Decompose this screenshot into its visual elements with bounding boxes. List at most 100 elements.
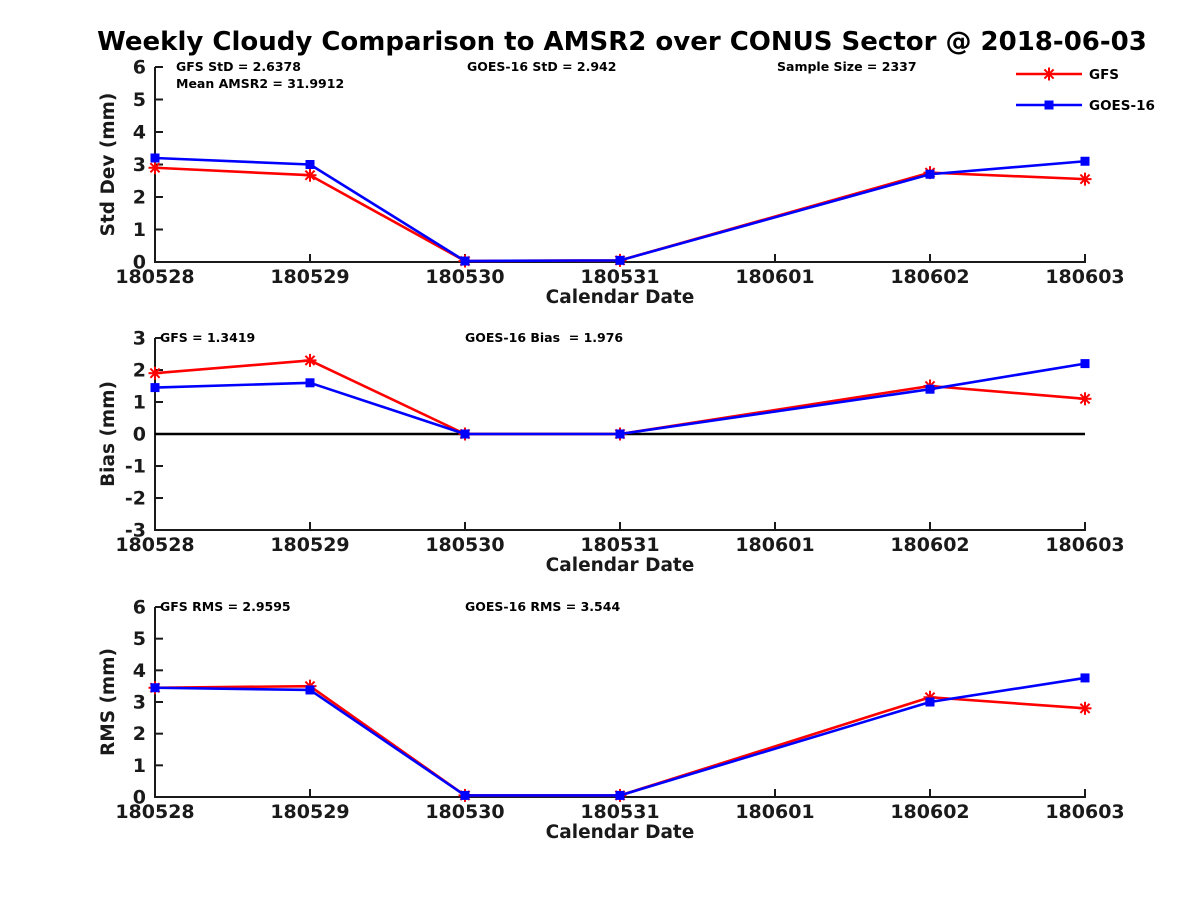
y-tick-label: 2 xyxy=(133,187,146,209)
marker-goes-16 xyxy=(305,160,315,169)
asterisk-arm xyxy=(1079,173,1091,185)
marker-goes-16 xyxy=(150,683,160,693)
legend-marker-goes-16 xyxy=(1044,100,1054,110)
marker-goes-16 xyxy=(150,153,160,163)
x-tick-label: 180528 xyxy=(115,266,194,288)
y-tick-label: 3 xyxy=(133,692,146,714)
marker-goes-16 xyxy=(460,256,470,266)
annotation: GFS StD = 2.6378 xyxy=(176,59,301,74)
subplot-rms-mm-: 0 1 2 3 4 5 6 180528 180529 180530 180531 180601 180… xyxy=(98,597,1125,844)
series-line-goes-16 xyxy=(154,156,1086,263)
y-tick-label: 1 xyxy=(133,219,146,241)
x-tick-label: 180530 xyxy=(425,266,504,288)
marker-goes-16 xyxy=(615,255,625,265)
x-tick-label: 180528 xyxy=(115,534,194,556)
asterisk-arm xyxy=(1043,68,1055,80)
marker-goes-16 xyxy=(150,383,160,393)
annotation: GOES-16 Bias = 1.976 xyxy=(465,330,623,345)
y-tick-label: 1 xyxy=(133,392,146,414)
x-tick-label: 180528 xyxy=(115,801,194,823)
y-tick-label: 6 xyxy=(133,57,146,79)
asterisk-arm xyxy=(1079,703,1091,714)
y-tick-label: 3 xyxy=(133,154,146,176)
marker-goes-16 xyxy=(925,169,935,179)
y-tick-label: 4 xyxy=(133,660,146,682)
x-tick-label: 180601 xyxy=(735,266,814,288)
asterisk-arm xyxy=(149,367,161,379)
annotation: GOES-16 StD = 2.942 xyxy=(467,59,616,74)
annotation: GFS = 1.3419 xyxy=(160,330,255,345)
y-tick-label: 2 xyxy=(133,723,146,745)
marker-gfs xyxy=(148,161,162,175)
x-axis-title: Calendar Date xyxy=(546,287,695,308)
marker-gfs xyxy=(1078,701,1092,715)
x-tick-label: 180531 xyxy=(580,534,659,556)
x-tick-label: 180529 xyxy=(270,801,349,823)
marker-gfs xyxy=(148,366,162,380)
x-axis-title: Calendar Date xyxy=(546,822,695,843)
legend-label-gfs: GFS xyxy=(1089,67,1119,83)
marker-goes-16 xyxy=(1080,673,1090,683)
x-tick-label: 180603 xyxy=(1045,266,1124,288)
marker-goes-16 xyxy=(1080,156,1090,166)
annotation: GOES-16 RMS = 3.544 xyxy=(465,599,620,614)
annotation: GFS RMS = 2.9595 xyxy=(160,599,291,614)
y-tick-label: -1 xyxy=(125,456,146,478)
y-tick-label: 4 xyxy=(133,122,146,144)
annotation: Sample Size = 2337 xyxy=(777,59,917,74)
series-line-gfs xyxy=(154,684,1086,797)
x-tick-label: 180601 xyxy=(735,801,814,823)
marker-goes-16 xyxy=(305,685,315,695)
marker-goes-16 xyxy=(460,790,470,800)
y-axis-title: Bias (mm) xyxy=(98,381,119,487)
x-tick-label: 180531 xyxy=(580,266,659,288)
page-title: Weekly Cloudy Comparison to AMSR2 over C… xyxy=(97,27,1147,57)
y-tick-label: 0 xyxy=(133,252,146,274)
asterisk-arm xyxy=(304,169,316,181)
x-tick-label: 180602 xyxy=(890,266,969,288)
annotation: Mean AMSR2 = 31.9912 xyxy=(176,76,344,91)
marker-gfs xyxy=(303,353,317,367)
marker-gfs xyxy=(1078,392,1092,406)
subplot-bias-mm-: -3 -2 -1 0 1 2 3 180528 180529 180530 180531 180601… xyxy=(98,328,1125,577)
y-tick-label: -3 xyxy=(125,520,146,542)
asterisk-arm xyxy=(304,355,316,366)
marker-gfs xyxy=(1078,172,1092,186)
x-tick-label: 180530 xyxy=(425,801,504,823)
asterisk-arm xyxy=(149,162,161,174)
x-tick-label: 180529 xyxy=(270,534,349,556)
x-tick-label: 180530 xyxy=(425,534,504,556)
y-tick-label: 1 xyxy=(133,755,146,777)
y-tick-label: -2 xyxy=(125,488,146,510)
marker-goes-16 xyxy=(460,429,470,439)
y-tick-label: 5 xyxy=(133,89,146,111)
x-tick-label: 180601 xyxy=(735,534,814,556)
subplot-std-dev-mm-: 0 1 2 3 4 5 6 180528 180529 180530 180531 180601 180… xyxy=(98,57,1125,309)
marker-gfs xyxy=(303,168,317,182)
x-tick-label: 180603 xyxy=(1045,534,1124,556)
y-tick-label: 0 xyxy=(133,787,146,809)
asterisk-arm xyxy=(1079,393,1091,405)
series-line-gfs xyxy=(154,166,1086,263)
marker-goes-16 xyxy=(925,384,935,394)
marker-goes-16 xyxy=(925,697,935,707)
y-axis-title: RMS (mm) xyxy=(98,648,119,756)
x-tick-label: 180529 xyxy=(270,266,349,288)
x-axis-title: Calendar Date xyxy=(546,555,695,576)
marker-goes-16 xyxy=(615,429,625,439)
x-tick-label: 180602 xyxy=(890,534,969,556)
y-axis-title: Std Dev (mm) xyxy=(98,93,119,237)
legend-marker-gfs xyxy=(1042,67,1056,81)
series-line-gfs xyxy=(154,359,1086,436)
x-tick-label: 180531 xyxy=(580,801,659,823)
y-tick-label: 3 xyxy=(133,328,146,350)
y-tick-label: 5 xyxy=(133,628,146,650)
x-tick-label: 180603 xyxy=(1045,801,1124,823)
marker-goes-16 xyxy=(615,790,625,800)
y-tick-label: 0 xyxy=(133,424,146,446)
y-tick-label: 2 xyxy=(133,360,146,382)
x-tick-label: 180602 xyxy=(890,801,969,823)
legend-label-goes-16: GOES-16 xyxy=(1089,98,1155,114)
